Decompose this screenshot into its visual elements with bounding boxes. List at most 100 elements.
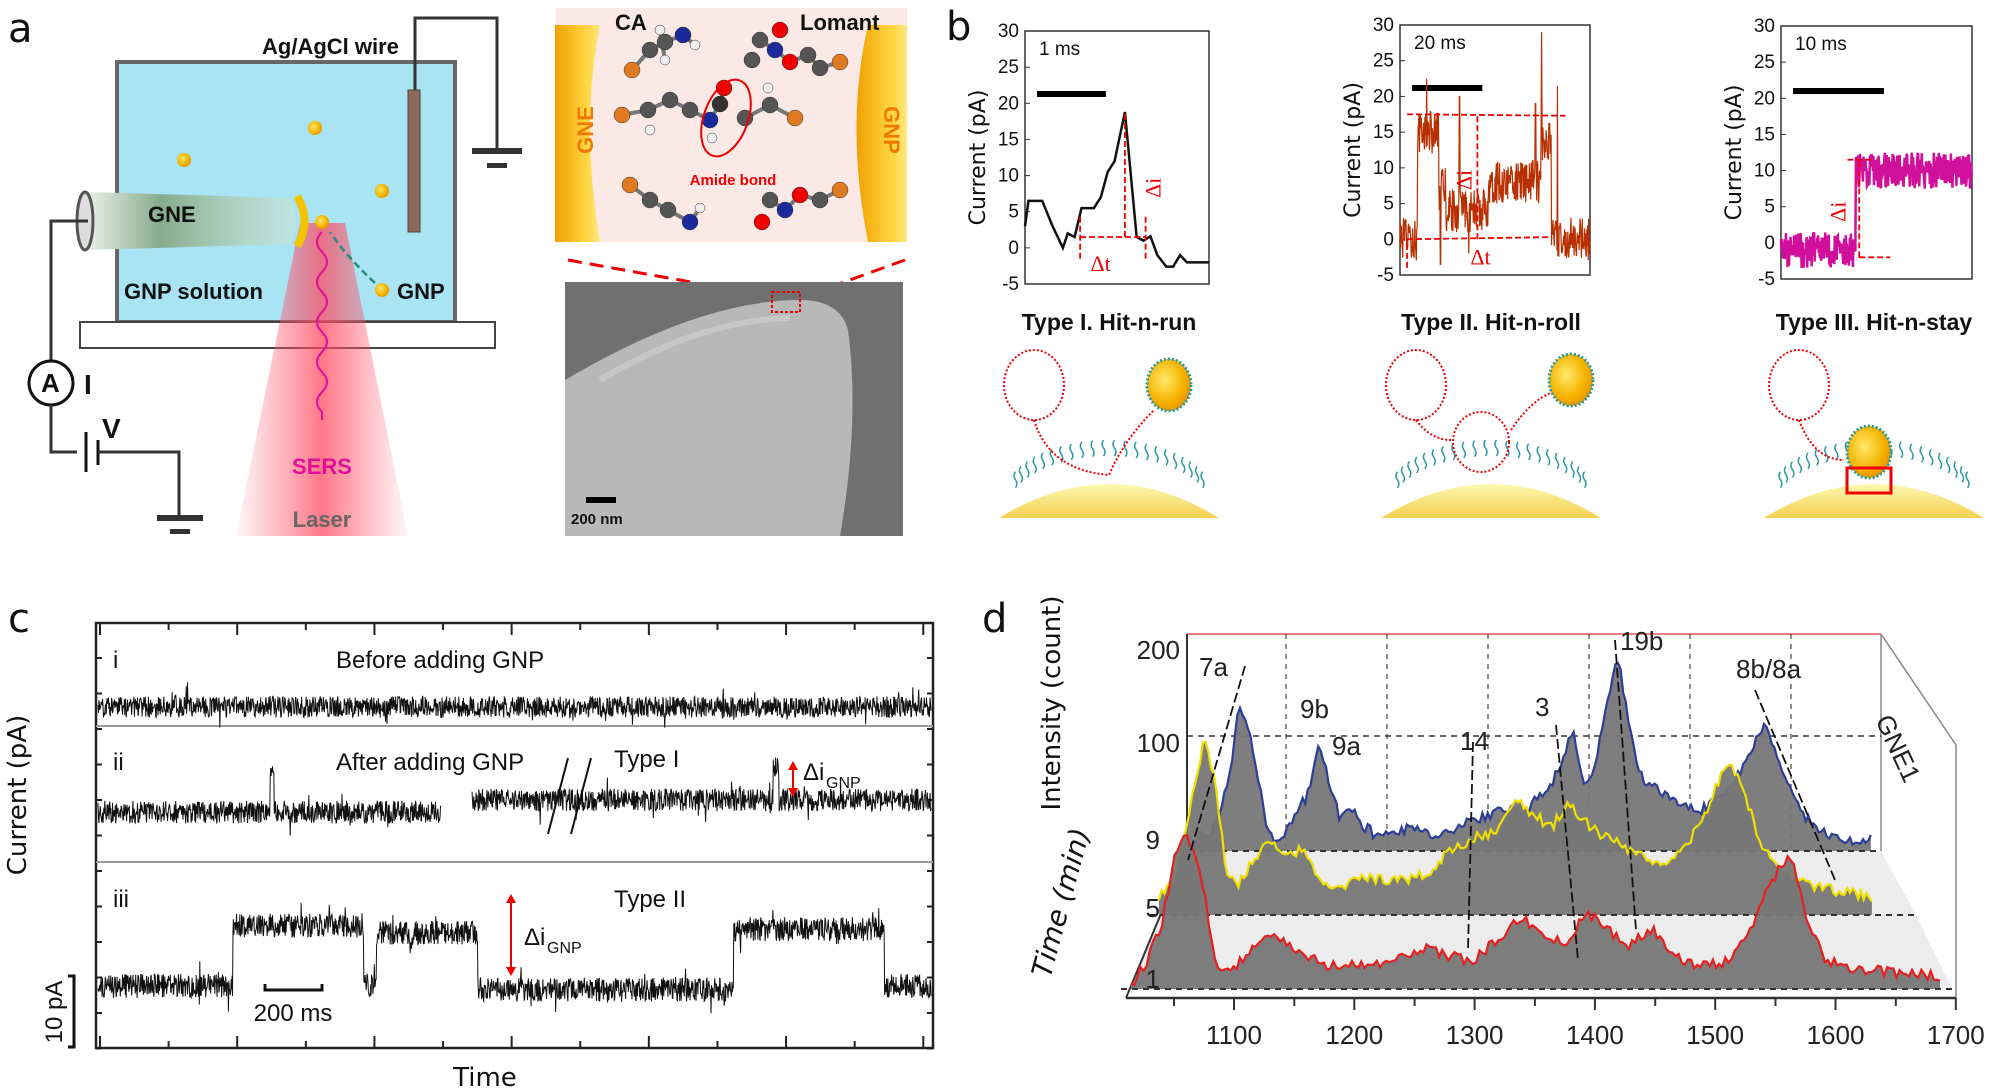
time-tick-label: 9 [1146, 825, 1160, 855]
ligand-strand [1018, 465, 1024, 483]
laser-label: Laser [293, 507, 352, 532]
time-scale-bar [263, 984, 324, 992]
ligand-strand [1554, 452, 1560, 470]
panel-label-c: c [8, 596, 30, 642]
trace-roman-label: iii [113, 886, 129, 913]
binding-mode-cartoon [999, 349, 1219, 518]
delta-i-label: Δi [803, 759, 824, 786]
delta-arrow-head [788, 761, 798, 797]
time-tick-label: 5 [1146, 893, 1160, 923]
electrode-surface [999, 484, 1219, 518]
laser-beam [236, 223, 408, 536]
y-tick-label: 20 [998, 93, 1019, 114]
atom [781, 53, 799, 71]
gold-nanoparticle [1145, 357, 1193, 413]
delta-i-label: Δi [524, 924, 545, 951]
atom [641, 41, 659, 59]
y-tick-label: 15 [998, 129, 1019, 150]
binding-site-box [1845, 466, 1893, 495]
di-label: Δi [1451, 170, 1476, 190]
current-trace [1023, 111, 1209, 268]
atom [689, 39, 701, 51]
ligand-strand [1090, 440, 1095, 458]
x-tick-label: 1100 [1206, 1020, 1262, 1050]
trace-type-title: Type III. Hit-n-stay [1776, 309, 1973, 335]
y-tick-label: 10 [1373, 158, 1394, 179]
spectrum-fill [1159, 742, 1872, 915]
y-tick-label: 25 [1754, 52, 1775, 73]
x-tick-label: 1300 [1446, 1020, 1504, 1050]
ligand-strand [1953, 461, 1958, 478]
atom [639, 101, 657, 119]
y-axis-label: Current (pA) [1341, 82, 1366, 218]
atom [761, 191, 779, 209]
previous-position-circle [1385, 349, 1447, 421]
y-tick-label: 0 [1764, 233, 1775, 254]
circuit-wire [49, 405, 77, 454]
ligand-strand [1181, 456, 1186, 474]
peak-label: 9b [1300, 694, 1329, 724]
y-tick-label: 15 [1373, 122, 1394, 143]
gold-nanoparticle [1845, 424, 1893, 480]
trace-iii [97, 902, 932, 1014]
amide-bond-label: Amide bond [690, 172, 777, 189]
ligand-strand [1200, 471, 1205, 489]
atom [613, 106, 631, 124]
gold-nanoparticle [1547, 352, 1595, 408]
trajectory-arrow [1510, 391, 1554, 431]
atom [641, 191, 659, 209]
current-trace [1779, 152, 1974, 269]
ligand-strand [1797, 456, 1802, 474]
electrochemical-cell-schematic: Ag/AgCl wire GNE GNP solution GNP A I V … [27, 16, 522, 536]
ligand-strand [1790, 461, 1795, 478]
y-tick-label: -5 [1002, 274, 1019, 295]
ligand-strand [1946, 456, 1951, 474]
y-tick-label: 30 [998, 21, 1019, 42]
side-plane-edge [1880, 633, 1957, 998]
atom [811, 191, 829, 209]
y-tick-label: 5 [1383, 194, 1394, 215]
ligand-strand [1928, 448, 1934, 466]
time-scale-bar [1037, 91, 1106, 97]
atom [654, 24, 666, 36]
ligand-strand [1400, 465, 1406, 483]
time-scale-label: 20 ms [1414, 33, 1466, 54]
ligand-strand [1049, 448, 1055, 466]
atom [751, 31, 769, 49]
ligand-strand [1431, 448, 1437, 466]
ag-agcl-wire-label: Ag/AgCl wire [262, 34, 399, 59]
y-tick-label: -5 [1758, 269, 1775, 290]
y-tick-label: 100 [1137, 728, 1180, 758]
axis-break-mark [570, 757, 592, 835]
atom [786, 109, 804, 127]
ligand-strand [1188, 461, 1193, 478]
x-tick-label: 1600 [1807, 1020, 1865, 1050]
gnp-particle [308, 121, 322, 135]
circuit-wire [49, 219, 88, 361]
panel-b-traces: 30 25 20 15 10 5 0 -5 Current (pA) 1 ms Δt Δi Type I… [966, 15, 1984, 518]
peak-label: 14 [1460, 726, 1489, 756]
x-tick-label: 1400 [1566, 1020, 1624, 1050]
atom [771, 21, 789, 39]
ligand-strand [1040, 452, 1046, 470]
lomant-label: Lomant [800, 10, 880, 35]
atom [681, 101, 699, 119]
ligand-strand [1112, 439, 1117, 457]
trace-roman-label: i [113, 647, 118, 674]
ligand-strand [1163, 448, 1169, 466]
molecular-junction-inset: CA Lomant GNE GNP Amide bond [555, 8, 907, 242]
y-tick-label: 0 [1383, 229, 1394, 250]
gnp-particle [375, 184, 389, 198]
diffusion-arrow [328, 231, 376, 284]
delta-i-subscript: GNP [547, 940, 582, 957]
y-tick-label: 15 [1754, 124, 1775, 145]
sers-wave [316, 231, 328, 420]
current-label: I [84, 369, 92, 400]
trajectory-arrow [1415, 419, 1452, 441]
time-scale-bar [1412, 85, 1483, 91]
dt-label: Δt [1470, 244, 1490, 269]
y-tick-label: 25 [998, 57, 1019, 78]
y-tick-label: 25 [1373, 51, 1394, 72]
atom [644, 124, 656, 136]
type-label: Type II [614, 886, 686, 913]
